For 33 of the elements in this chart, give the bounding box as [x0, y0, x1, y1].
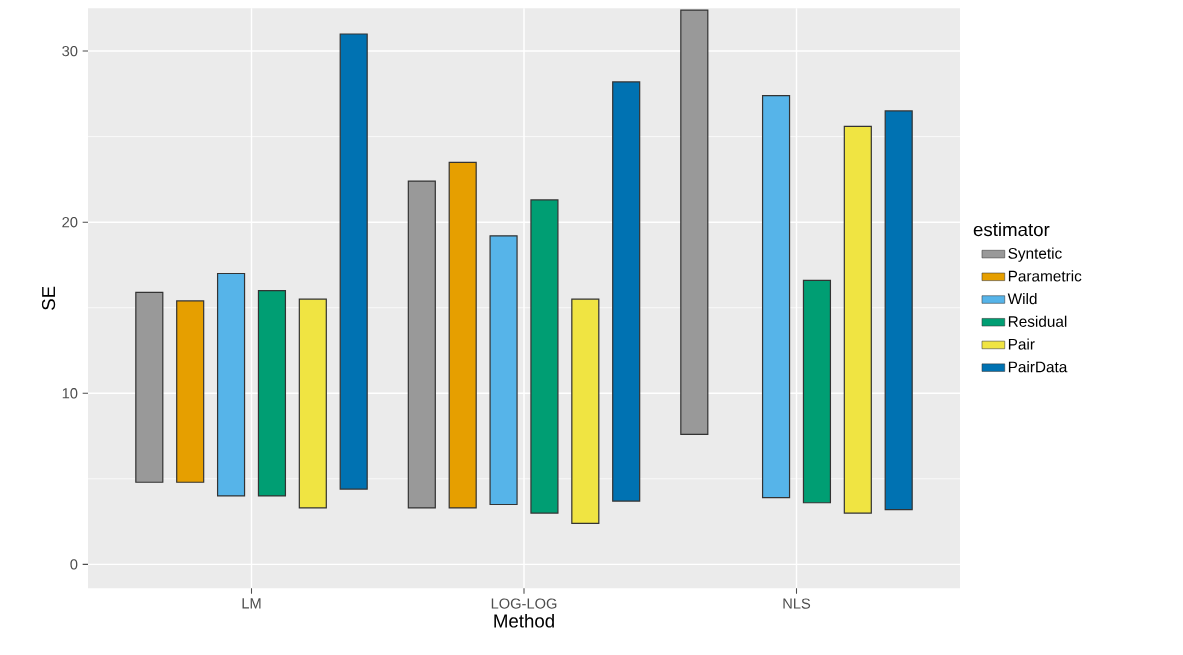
bar: [339, 33, 368, 490]
y-tick-label: 30: [62, 45, 78, 57]
legend-label: Syntetic: [1008, 247, 1062, 262]
bar: [571, 298, 600, 524]
bar: [761, 94, 791, 499]
y-tick-label: 0: [70, 559, 78, 570]
y-axis-title: SE: [41, 286, 56, 310]
x-tick-label: LOG-LOG: [491, 598, 557, 609]
bar: [407, 180, 436, 509]
legend-title: estimator: [973, 222, 1050, 237]
bar: [257, 290, 287, 497]
bar: [843, 125, 872, 514]
bar: [298, 298, 327, 509]
x-tick-label: NLS: [783, 598, 811, 609]
legend-label: PairData: [1008, 361, 1068, 373]
bar: [680, 9, 709, 435]
bar: [530, 199, 559, 514]
bar: [612, 81, 641, 502]
bar: [448, 161, 477, 509]
x-axis-title: Method: [494, 613, 554, 628]
bar: [135, 291, 164, 483]
bar: [176, 300, 205, 483]
legend-label: Residual: [1008, 315, 1067, 327]
y-tick-label: 20: [62, 217, 78, 228]
bar: [884, 110, 913, 511]
y-tick-label: 10: [62, 388, 78, 399]
x-tick-label: LM: [242, 598, 261, 609]
legend-label: Pair: [1008, 338, 1035, 350]
bar: [216, 272, 246, 497]
legend-label: Parametric: [1008, 270, 1082, 282]
bar: [489, 235, 518, 506]
bar: [802, 279, 832, 504]
legend-label: Wild: [1007, 292, 1037, 305]
